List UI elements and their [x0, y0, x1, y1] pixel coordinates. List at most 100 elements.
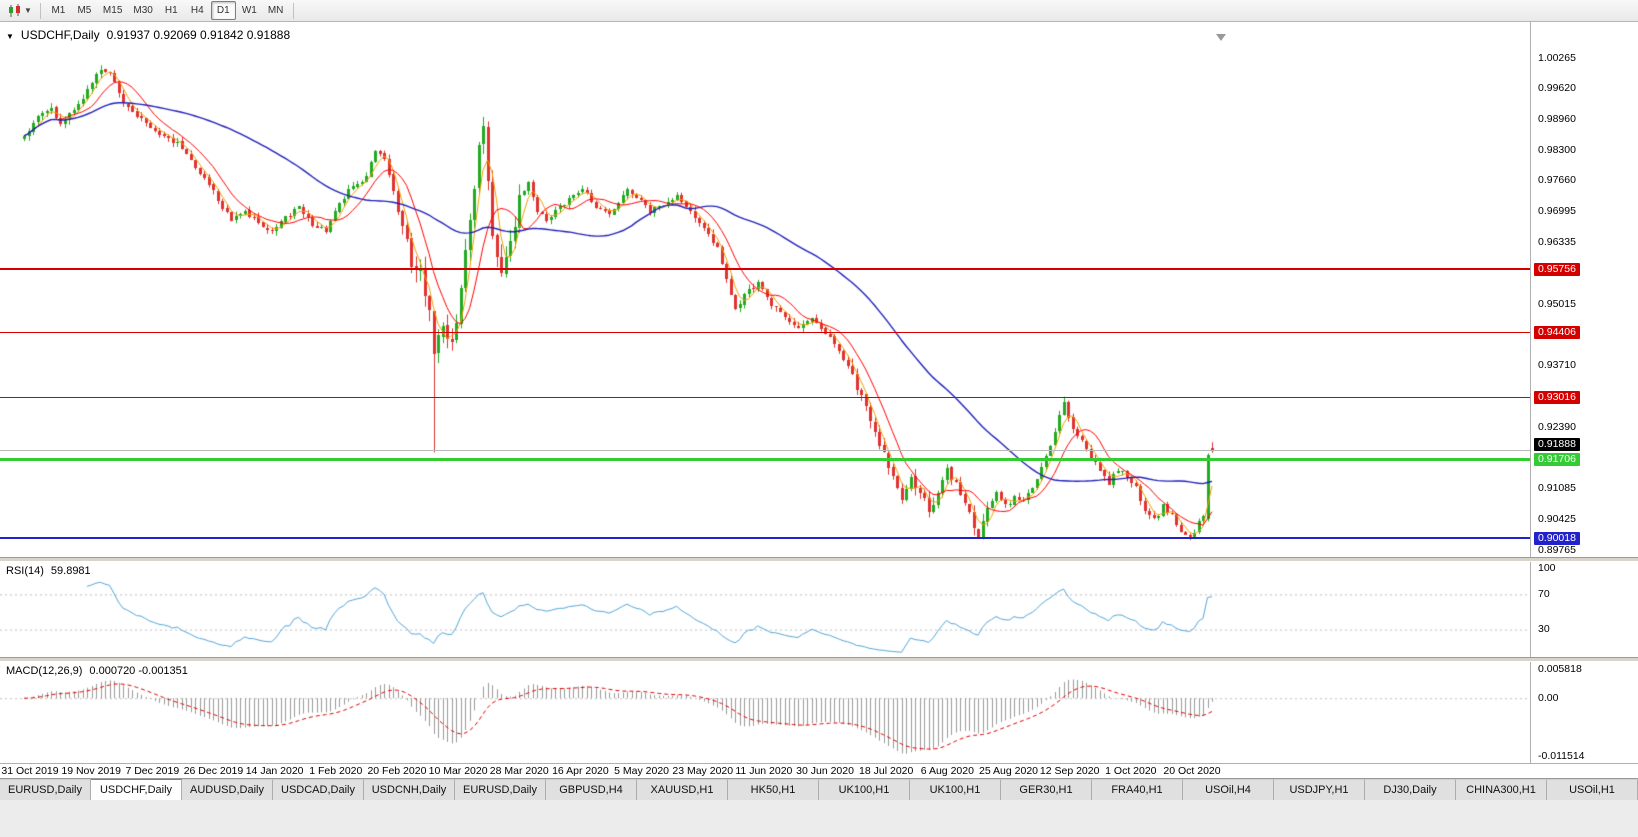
price-axis-tick: 1.00265 — [1538, 51, 1576, 64]
chart-tab-audusd-daily[interactable]: AUDUSD,Daily — [182, 779, 273, 800]
macd-axis-tick: -0.011514 — [1538, 749, 1585, 762]
date-axis-label: 19 Nov 2019 — [61, 765, 121, 777]
date-axis-label: 10 Mar 2020 — [428, 765, 488, 777]
timeframe-button-h1[interactable]: H1 — [164, 5, 178, 16]
price-axis-tick: 0.99620 — [1538, 81, 1576, 94]
price-axis-tick: 0.91085 — [1538, 481, 1576, 494]
date-axis-label: 25 Aug 2020 — [979, 765, 1039, 777]
chart-tab-hk50-h1[interactable]: HK50,H1 — [728, 779, 819, 800]
date-axis: 31 Oct 2019 19 Nov 2019 7 Dec 2019 26 Dec 2… — [0, 763, 1638, 778]
date-axis-label: 26 Dec 2019 — [183, 765, 244, 777]
resistance-line-0-95756[interactable] — [0, 268, 1530, 271]
rsi-current-value: 59.8981 — [50, 565, 91, 577]
rsi-label: RSI(14) 59.8981 — [6, 565, 91, 577]
macd-axis-tick: 0.005818 — [1538, 662, 1582, 675]
timeframe-button-m5[interactable]: M5 — [77, 5, 92, 16]
chart-tab-usdcnh-daily[interactable]: USDCNH,Daily — [364, 779, 455, 800]
chart-tab-gbpusd-h4[interactable]: GBPUSD,H4 — [546, 779, 637, 800]
price-chart-pane: ▼ USDCHF,Daily 0.91937 0.92069 0.91842 0… — [0, 22, 1638, 557]
macd-indicator-canvas[interactable] — [0, 662, 1530, 763]
date-axis-label: 30 Jun 2020 — [796, 765, 854, 777]
date-axis-label: 1 Feb 2020 — [309, 765, 363, 777]
timeframe-button-mn[interactable]: MN — [267, 5, 284, 16]
chart-tab-usdchf-daily[interactable]: USDCHF,Daily — [91, 779, 182, 800]
resistance-line-0-93016-price-label: 0.93016 — [1534, 391, 1580, 405]
resistance-line-0-94406-price-label: 0.94406 — [1534, 326, 1580, 340]
chart-tab-fra40-h1[interactable]: FRA40,H1 — [1092, 779, 1183, 800]
rsi-indicator-pane: RSI(14) 59.8981 100 70 30 — [0, 562, 1638, 657]
pane-splitter[interactable] — [0, 557, 1638, 562]
date-axis-label: 20 Oct 2020 — [1163, 765, 1221, 777]
support-line-0-91706[interactable] — [0, 457, 1530, 461]
chart-tab-eurusd-daily[interactable]: EURUSD,Daily — [0, 779, 91, 800]
support-line-0-90018-price-label: 0.90018 — [1534, 531, 1580, 545]
date-axis-label: 11 Jun 2020 — [735, 765, 793, 777]
current-price-label: 0.91888 — [1534, 438, 1580, 452]
chart-tab-dj30-daily[interactable]: DJ30,Daily — [1365, 779, 1456, 800]
date-axis-label: 18 Jul 2020 — [859, 765, 914, 777]
toolbar-divider — [39, 2, 41, 19]
chart-ohlc-values: 0.91937 0.92069 0.91842 0.91888 — [106, 28, 291, 42]
timeframe-button-m30[interactable]: M30 — [133, 5, 153, 16]
collapse-arrow-icon[interactable]: ▼ — [6, 32, 14, 41]
price-axis-tick: 0.97660 — [1538, 173, 1576, 186]
price-axis-tick: 0.95015 — [1538, 297, 1576, 310]
price-axis-tick: 0.98960 — [1538, 112, 1576, 125]
chart-tab-uk100-h1[interactable]: UK100,H1 — [819, 779, 910, 800]
chevron-down-icon: ▼ — [24, 6, 32, 15]
date-axis-label: 5 May 2020 — [614, 765, 670, 777]
chart-shift-marker[interactable] — [1216, 34, 1226, 41]
chart-type-button[interactable]: ▼ — [4, 1, 35, 21]
chart-tab-usoil-h4[interactable]: USOil,H4 — [1183, 779, 1274, 800]
resistance-line-0-93016[interactable] — [0, 397, 1530, 399]
candlestick-chart-icon — [9, 3, 20, 17]
chart-title: ▼ USDCHF,Daily 0.91937 0.92069 0.91842 0… — [6, 28, 290, 42]
rsi-title: RSI(14) — [6, 565, 44, 577]
chart-tab-uk100-h1[interactable]: UK100,H1 — [910, 779, 1001, 800]
rsi-axis-tick: 70 — [1538, 587, 1550, 600]
resistance-line-0-95756-price-label: 0.95756 — [1534, 262, 1580, 276]
timeframe-button-w1[interactable]: W1 — [241, 5, 257, 16]
chart-tab-xauusd-h1[interactable]: XAUUSD,H1 — [637, 779, 728, 800]
price-axis-tick: 0.96995 — [1538, 204, 1576, 217]
rsi-axis-tick: 30 — [1538, 623, 1550, 636]
chart-tab-eurusd-daily[interactable]: EURUSD,Daily — [455, 779, 546, 800]
timeframe-buttons-group: M1 M5 M15 M30 H1 H4 D1 W1 MN — [46, 1, 288, 20]
chart-tab-usdcad-daily[interactable]: USDCAD,Daily — [273, 779, 364, 800]
chart-tab-china300-h1[interactable]: CHINA300,H1 — [1456, 779, 1547, 800]
date-axis-label: 16 Apr 2020 — [552, 765, 609, 777]
macd-axis-tick: 0.00 — [1538, 691, 1559, 704]
rsi-indicator-canvas[interactable] — [0, 562, 1530, 657]
macd-axis: 0.005818 0.00 -0.011514 — [1530, 662, 1638, 763]
chart-tab-usdjpy-h1[interactable]: USDJPY,H1 — [1274, 779, 1365, 800]
date-axis-label: 12 Sep 2020 — [1039, 765, 1100, 777]
status-bar — [0, 800, 1638, 837]
date-axis-label: 14 Jan 2020 — [245, 765, 304, 777]
pane-splitter[interactable] — [0, 657, 1638, 662]
macd-label: MACD(12,26,9) 0.000720 -0.001351 — [6, 665, 188, 677]
timeframe-button-h4[interactable]: H4 — [190, 5, 204, 16]
date-axis-label: 6 Aug 2020 — [920, 765, 974, 777]
price-axis-tick: 0.96335 — [1538, 235, 1576, 248]
macd-indicator-pane: MACD(12,26,9) 0.000720 -0.001351 0.00581… — [0, 662, 1638, 763]
rsi-axis: 100 70 30 — [1530, 562, 1638, 657]
chart-tab-ger30-h1[interactable]: GER30,H1 — [1001, 779, 1092, 800]
price-axis-tick: 0.90425 — [1538, 512, 1576, 525]
timeframe-toolbar: ▼ M1 M5 M15 M30 H1 H4 D1 W1 MN — [0, 0, 1638, 22]
date-axis-label: 7 Dec 2019 — [125, 765, 180, 777]
support-line-0-91706-price-label: 0.91706 — [1534, 452, 1580, 466]
support-line-0-90018[interactable] — [0, 537, 1530, 540]
chart-tab-usoil-h1[interactable]: USOil,H1 — [1547, 779, 1638, 800]
price-axis-tick: 0.98300 — [1538, 143, 1576, 156]
timeframe-button-m1[interactable]: M1 — [51, 5, 66, 16]
chart-symbol-label: USDCHF,Daily — [20, 28, 100, 42]
resistance-line-0-94406[interactable] — [0, 332, 1530, 334]
date-axis-label: 28 Mar 2020 — [489, 765, 549, 777]
price-axis-tick: 0.92390 — [1538, 420, 1576, 433]
timeframe-button-d1[interactable]: D1 — [210, 1, 236, 20]
price-axis-tick: 0.93710 — [1538, 358, 1576, 371]
chart-tabs-bar: EURUSD,Daily USDCHF,Daily AUDUSD,Daily USDC… — [0, 778, 1638, 800]
candlestick-chart-canvas[interactable] — [0, 22, 1530, 557]
timeframe-button-m15[interactable]: M15 — [102, 5, 123, 16]
